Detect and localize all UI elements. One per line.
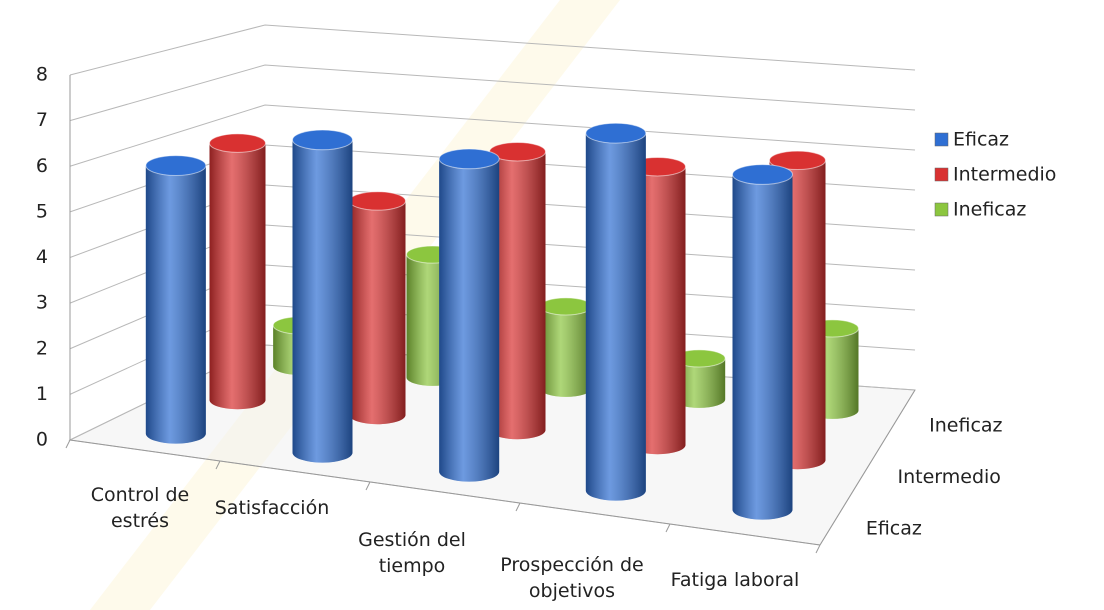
depth-axis <box>819 389 916 546</box>
legend-label: Ineficaz <box>953 199 1026 221</box>
x-tick <box>65 439 71 449</box>
column-shade <box>292 139 353 463</box>
column-shade <box>209 143 266 410</box>
y-tick-label: 8 <box>36 64 48 86</box>
x-tick <box>215 460 221 470</box>
column-top <box>209 133 266 153</box>
x-tick <box>515 502 521 512</box>
grid-line <box>69 24 916 76</box>
x-tick-label: Satisfacción <box>214 497 330 519</box>
column-shade <box>732 174 793 520</box>
column-top <box>292 129 353 151</box>
column-top <box>145 155 207 176</box>
x-tick-label: Control de estrés <box>90 484 190 532</box>
x-tick-label: Gestión del tiempo <box>358 529 466 577</box>
column-top <box>585 122 647 144</box>
y-tick-label: 4 <box>36 246 48 268</box>
x-tick <box>665 523 671 533</box>
x-tick-label: Fatiga laboral <box>670 569 800 591</box>
y-tick-label: 2 <box>36 337 48 359</box>
column-shade <box>145 165 206 444</box>
column-shade <box>673 358 726 408</box>
grid-line <box>69 104 916 167</box>
legend-swatch <box>934 202 949 217</box>
depth-tick-label: Eficaz <box>866 518 922 540</box>
column-shade <box>349 200 406 425</box>
column-shade <box>585 133 646 501</box>
legend-label: Eficaz <box>953 129 1009 151</box>
column-top <box>438 148 500 170</box>
y-tick-label: 0 <box>36 429 48 451</box>
column-top <box>349 191 406 211</box>
legend-swatch <box>934 167 949 182</box>
x-axis <box>69 439 821 546</box>
y-tick-label: 6 <box>36 155 48 177</box>
y-tick-label: 7 <box>36 109 48 131</box>
depth-tick-label: Ineficaz <box>929 414 1002 436</box>
legend-label: Intermedio <box>953 164 1056 186</box>
column-shade <box>539 306 592 397</box>
column-top <box>769 150 826 171</box>
column-shade <box>439 158 500 482</box>
column-top <box>539 297 593 316</box>
grid-line <box>69 64 916 122</box>
column-shade <box>489 151 546 440</box>
x-tick <box>365 481 371 491</box>
x-tick <box>815 544 821 554</box>
legend-swatch <box>934 132 949 147</box>
column-top <box>732 164 793 185</box>
y-tick-label: 5 <box>36 200 48 222</box>
x-tick-label: Prospección de objetivos <box>500 554 644 602</box>
y-tick-label: 3 <box>36 292 48 314</box>
y-tick-label: 1 <box>36 383 48 405</box>
depth-tick-label: Intermedio <box>898 466 1001 488</box>
